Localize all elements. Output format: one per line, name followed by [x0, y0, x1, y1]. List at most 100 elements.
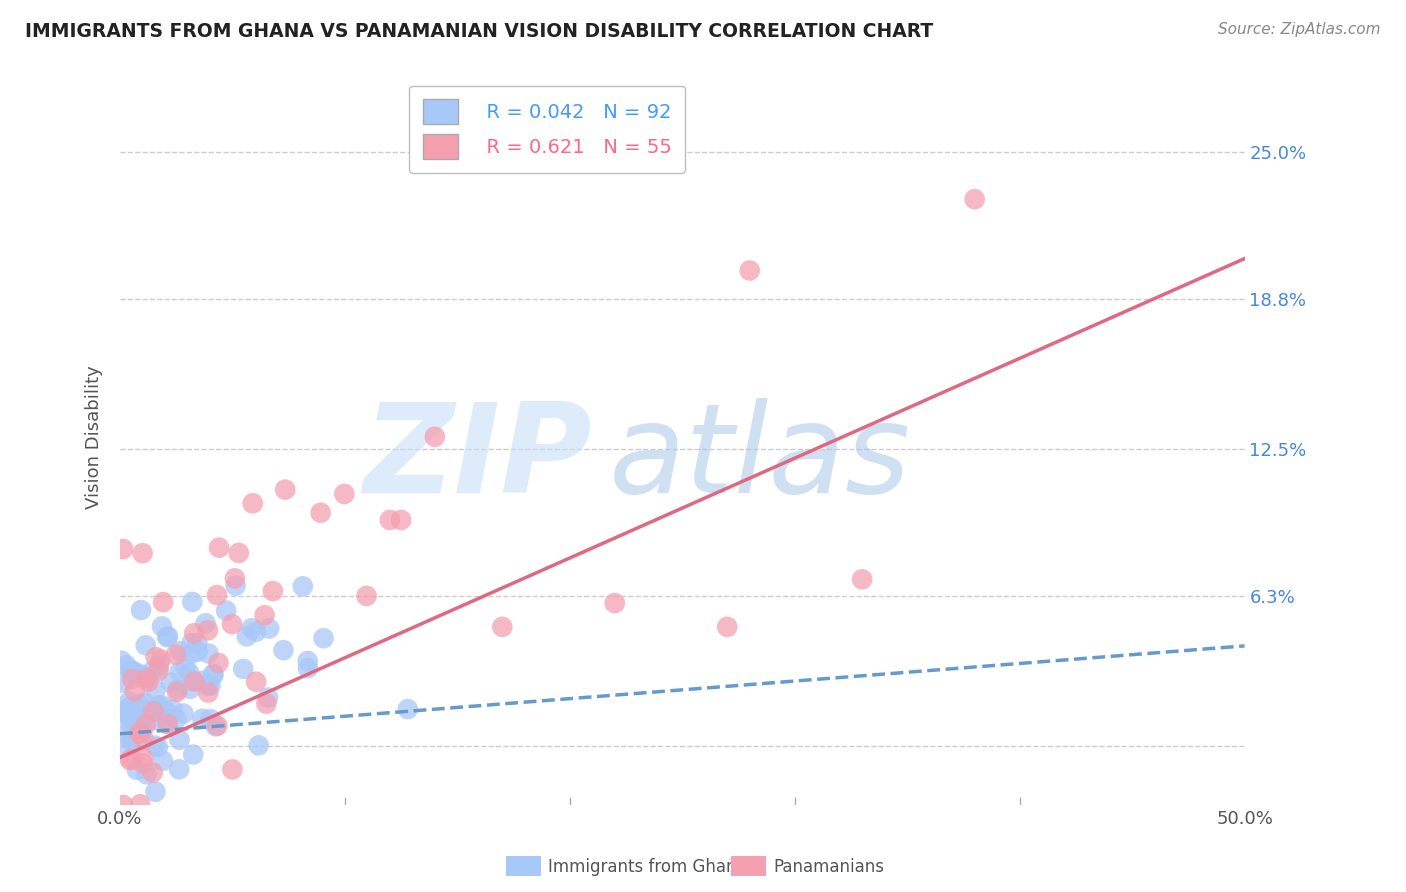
Point — [124, 665, 146, 680]
Point — [297, 654, 319, 668]
Point — [120, 720, 142, 734]
Point — [152, 595, 174, 609]
Point — [224, 571, 246, 585]
Point — [173, 706, 195, 721]
Point — [202, 668, 225, 682]
Point — [156, 629, 179, 643]
Point — [125, 708, 148, 723]
Point — [215, 603, 238, 617]
Point — [160, 707, 183, 722]
Point — [245, 674, 267, 689]
Point — [110, 716, 132, 731]
Point — [129, 698, 152, 712]
Point — [200, 712, 222, 726]
Point — [134, 702, 156, 716]
Point — [207, 719, 229, 733]
Point — [254, 697, 277, 711]
Point — [148, 664, 170, 678]
Point — [124, 711, 146, 725]
Point — [491, 620, 513, 634]
Point — [121, 752, 143, 766]
Point — [232, 662, 254, 676]
Point — [120, 699, 142, 714]
Point — [179, 681, 201, 696]
Point — [228, 546, 250, 560]
Point — [202, 666, 225, 681]
Point — [356, 589, 378, 603]
Point — [138, 674, 160, 689]
Point — [129, 667, 152, 681]
Point — [197, 647, 219, 661]
Point — [253, 608, 276, 623]
Point — [205, 588, 228, 602]
Point — [165, 648, 187, 662]
Text: ZIP: ZIP — [364, 399, 592, 519]
Point — [191, 712, 214, 726]
Point — [181, 747, 204, 762]
Text: Panamanians: Panamanians — [773, 858, 884, 876]
Point — [148, 705, 170, 719]
Point — [240, 621, 263, 635]
Point — [169, 732, 191, 747]
Text: Source: ZipAtlas.com: Source: ZipAtlas.com — [1218, 22, 1381, 37]
Point — [156, 717, 179, 731]
Point — [120, 733, 142, 747]
Point — [145, 650, 167, 665]
Point — [160, 675, 183, 690]
Text: atlas: atlas — [609, 399, 911, 519]
Point — [122, 665, 145, 679]
Point — [247, 739, 270, 753]
Point — [197, 685, 219, 699]
Point — [273, 643, 295, 657]
Point — [242, 496, 264, 510]
Point — [333, 487, 356, 501]
Point — [162, 702, 184, 716]
Point — [309, 506, 332, 520]
Point — [120, 664, 142, 678]
Point — [129, 797, 152, 812]
Point — [738, 263, 761, 277]
Point — [169, 644, 191, 658]
Point — [200, 678, 222, 692]
Point — [121, 712, 143, 726]
Point — [181, 595, 204, 609]
Point — [112, 798, 135, 813]
Point — [167, 762, 190, 776]
Point — [257, 622, 280, 636]
Point — [152, 698, 174, 713]
Point — [146, 713, 169, 727]
Point — [183, 626, 205, 640]
Point — [135, 717, 157, 731]
Point — [166, 712, 188, 726]
Point — [121, 732, 143, 747]
Point — [111, 675, 134, 690]
Point — [221, 763, 243, 777]
Point — [148, 701, 170, 715]
Point — [118, 695, 141, 709]
Point — [125, 763, 148, 777]
Point — [152, 754, 174, 768]
Point — [142, 705, 165, 719]
Point — [125, 725, 148, 739]
Point — [174, 661, 197, 675]
Point — [148, 658, 170, 673]
Point — [197, 679, 219, 693]
Point — [207, 656, 229, 670]
Point — [132, 751, 155, 765]
Point — [135, 767, 157, 781]
Point — [297, 661, 319, 675]
Point — [128, 726, 150, 740]
Point — [186, 636, 208, 650]
Text: Immigrants from Ghana: Immigrants from Ghana — [548, 858, 747, 876]
Point — [132, 731, 155, 746]
Point — [716, 620, 738, 634]
Point — [205, 719, 228, 733]
Point — [197, 624, 219, 638]
Point — [396, 702, 419, 716]
Point — [156, 717, 179, 731]
Point — [225, 579, 247, 593]
Point — [180, 647, 202, 661]
Point — [169, 665, 191, 679]
Point — [150, 619, 173, 633]
Point — [191, 673, 214, 688]
